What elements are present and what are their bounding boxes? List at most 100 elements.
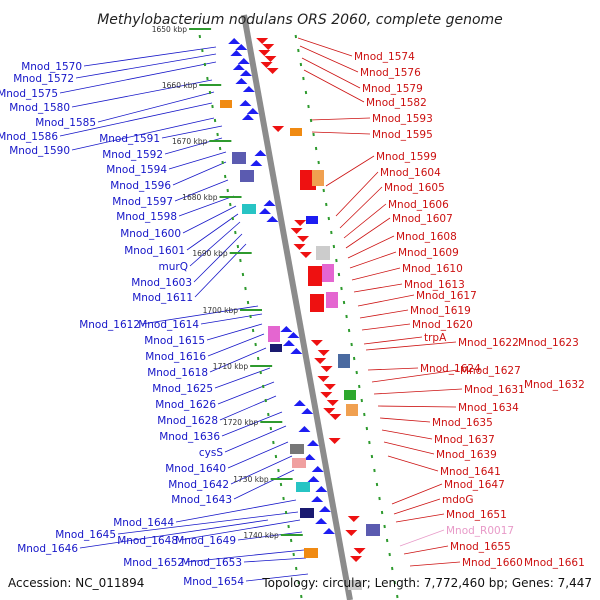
forward-gene-arrow: [235, 44, 248, 50]
right-connector: [359, 309, 409, 319]
right-connector: [297, 37, 353, 57]
left-gene-label: cysS: [199, 447, 223, 459]
gene-block: [326, 292, 338, 308]
reverse-gene-arrow: [350, 556, 363, 562]
right-gene-label: Mnod_1627: [460, 365, 521, 377]
left-gene-label: Mnod_1585: [35, 117, 96, 129]
left-connector: [117, 511, 299, 535]
gene-block: [296, 482, 310, 492]
right-gene-label: Mnod_1655: [450, 541, 511, 553]
gene-block: [366, 524, 380, 536]
left-gene-label: Mnod_1648: [117, 535, 178, 547]
right-gene-label: Mnod_1613: [404, 279, 465, 291]
scale-label: 1680 kbp: [182, 193, 218, 202]
scale-labels: 1650 kbp 1660 kbp 1670 kbp 1680 kbp 1690 kbp…: [152, 25, 279, 540]
gene-block: [310, 294, 324, 312]
right-gene-label: Mnod_1641: [440, 466, 501, 478]
left-gene-label: Mnod_1615: [144, 335, 205, 347]
left-connector: [79, 519, 269, 549]
right-connector: [387, 455, 439, 472]
left-connector: [185, 549, 305, 563]
left-connector: [97, 91, 215, 123]
forward-gene-arrow: [307, 440, 320, 446]
right-gene-label: Mnod_1632: [524, 379, 585, 391]
reverse-gene-arrow: [297, 236, 310, 242]
forward-gene-arrow: [298, 426, 311, 432]
topology-text: Topology: circular; Length: 7,772,460 bp…: [261, 576, 592, 590]
right-connector: [343, 203, 387, 239]
reverse-gene-arrow: [299, 252, 312, 258]
right-connector: [377, 405, 457, 408]
right-connector: [373, 388, 463, 395]
reverse-gene-arrow: [345, 530, 358, 536]
forward-gene-arrow: [290, 348, 303, 354]
right-gene-label: Mnod_1660: [462, 557, 523, 569]
left-gene-label: Mnod_1642: [168, 479, 229, 491]
left-connector: [217, 381, 275, 405]
reverse-gene-arrow: [326, 400, 339, 406]
reverse-gene-arrow: [294, 220, 307, 226]
right-connector: [303, 69, 365, 103]
reverse-gene-arrow: [310, 340, 323, 346]
right-gene-label: Mnod_1595: [372, 129, 433, 141]
forward-gene-arrow: [287, 332, 300, 338]
right-gene-label: mdoG: [442, 494, 473, 506]
right-connector: [309, 117, 371, 121]
gene-block: [316, 246, 330, 260]
forward-gene-arrow: [315, 518, 328, 524]
forward-gene-arrow: [311, 496, 324, 502]
right-gene-label: Mnod_1620: [412, 319, 473, 331]
left-connector: [175, 499, 297, 523]
left-gene-label: Mnod_1596: [110, 180, 171, 192]
right-connector: [349, 251, 397, 269]
right-connector: [403, 545, 449, 555]
forward-gene-arrow: [311, 466, 324, 472]
forward-gene-arrow: [301, 408, 314, 414]
right-gene-label: Mnod_1610: [402, 263, 463, 275]
reverse-gene-arrow: [347, 516, 360, 522]
left-gene-label: Mnod_1636: [159, 431, 220, 443]
left-gene-label: Mnod_1580: [9, 102, 70, 114]
right-connector: [371, 369, 459, 383]
label-connector-lines: [59, 37, 463, 582]
left-gene-label: Mnod_1600: [120, 228, 181, 240]
scale-label: 1710 kbp: [213, 362, 249, 371]
right-gene-label: Mnod_1607: [392, 213, 453, 225]
right-connector: [409, 561, 461, 567]
reverse-gene-arrow: [317, 350, 330, 356]
left-gene-label: Mnod_1614: [138, 319, 199, 331]
gene-block: [242, 204, 256, 214]
forward-gene-arrow: [263, 200, 276, 206]
gene-block: [304, 548, 318, 558]
gene-block: [306, 216, 318, 224]
right-gene-label: Mnod_1609: [398, 247, 459, 259]
right-connector: [367, 367, 419, 371]
left-gene-label: Mnod_1597: [112, 196, 173, 208]
gene-features: [220, 38, 380, 590]
right-gene-label: Mnod_1579: [362, 83, 423, 95]
scale-label: 1720 kbp: [223, 418, 259, 427]
forward-gene-arrow: [232, 64, 245, 70]
left-connector: [182, 205, 237, 234]
right-connector: [325, 155, 375, 187]
right-connector: [345, 217, 391, 249]
left-gene-label: Mnod_1592: [102, 149, 163, 161]
forward-gene-arrow: [237, 58, 250, 64]
scale-label: 1730 kbp: [233, 475, 269, 484]
right-connector: [363, 336, 423, 345]
right-connector: [339, 186, 383, 229]
right-connector: [365, 341, 457, 351]
left-gene-label: Mnod_1590: [9, 145, 70, 157]
right-gene-label: Mnod_1651: [446, 509, 507, 521]
left-gene-label: Mnod_1640: [165, 463, 226, 475]
right-gene-label: Mnod_1661: [524, 557, 585, 569]
left-gene-label: Mnod_1646: [17, 543, 78, 555]
right-gene-label: Mnod_1647: [444, 479, 505, 491]
right-gene-label: Mnod_1606: [388, 199, 449, 211]
right-connector: [311, 131, 371, 135]
left-connector: [186, 213, 239, 251]
right-connector: [381, 429, 433, 440]
forward-gene-arrow: [258, 208, 271, 214]
left-connector: [209, 347, 267, 373]
left-connector: [233, 469, 295, 500]
